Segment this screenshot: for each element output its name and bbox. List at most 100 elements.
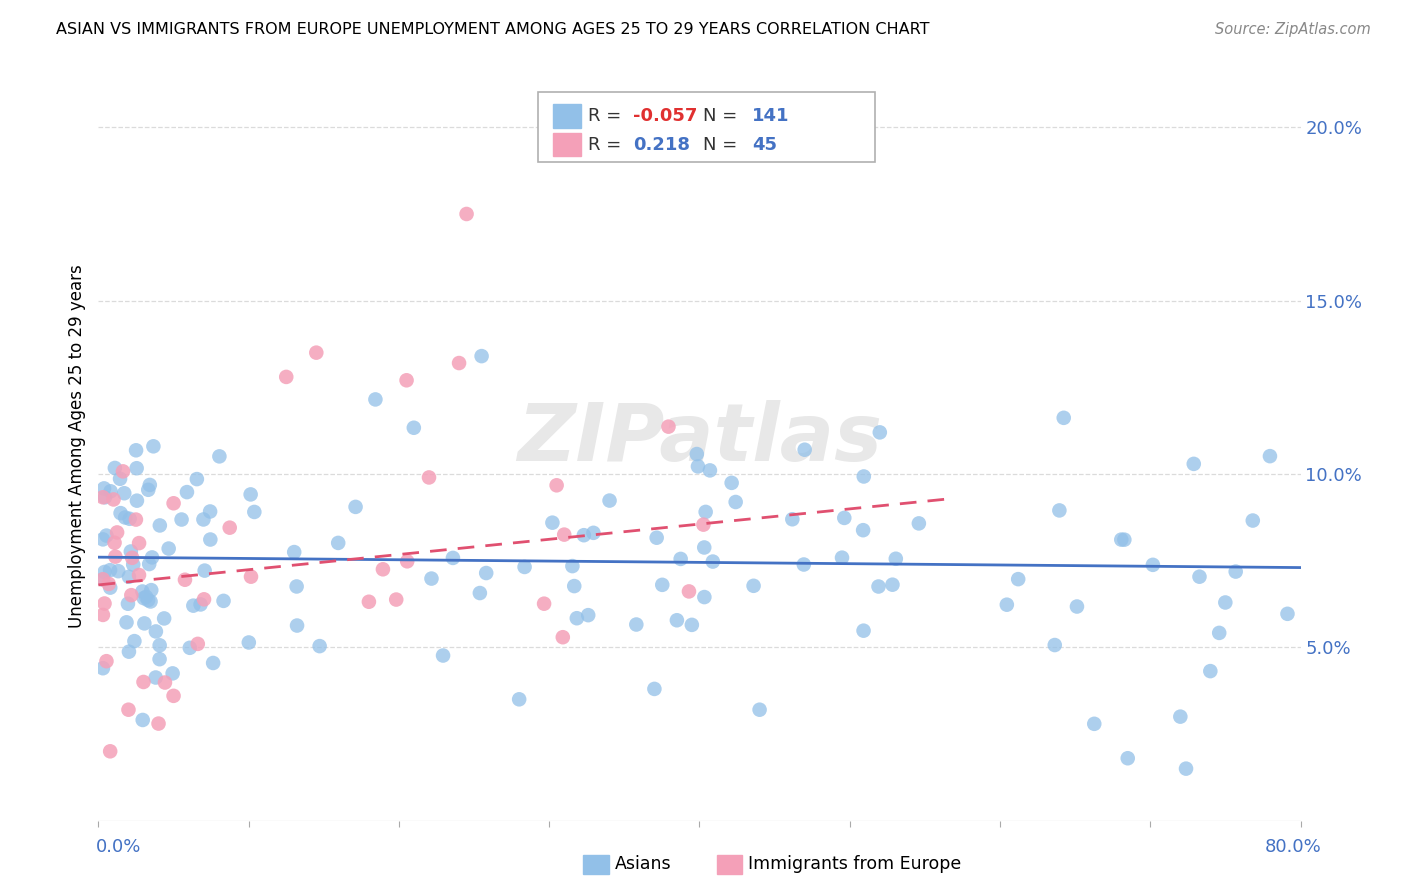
Point [174, 573, 197, 587]
Point [93, 597, 115, 611]
Point [145, 624, 167, 639]
Point [513, 560, 536, 574]
Point [149, 518, 172, 533]
Point [468, 586, 491, 600]
Point [305, 345, 328, 359]
Point [441, 550, 464, 565]
Point [1175, 762, 1198, 776]
Point [868, 580, 890, 594]
Point [145, 671, 167, 685]
Point [128, 568, 150, 582]
Point [170, 512, 193, 526]
Point [782, 512, 804, 526]
Point [643, 681, 665, 696]
Point [91, 661, 114, 675]
Point [125, 512, 148, 526]
Point [108, 472, 131, 486]
Point [471, 349, 494, 363]
Point [139, 594, 162, 608]
Point [104, 461, 127, 475]
Point [1182, 457, 1205, 471]
Point [98, 581, 121, 595]
Point [699, 463, 721, 477]
Text: N =: N = [703, 107, 742, 125]
Point [882, 577, 904, 591]
Point [91, 533, 114, 547]
Point [114, 510, 136, 524]
Point [98, 563, 121, 577]
Point [852, 469, 875, 483]
Point [190, 598, 212, 612]
Point [420, 572, 443, 586]
Point [122, 558, 145, 572]
Point [1116, 751, 1139, 765]
Point [139, 478, 162, 492]
Point [344, 500, 367, 514]
Point [793, 558, 815, 572]
Point [115, 615, 138, 630]
Point [748, 703, 770, 717]
Point [665, 613, 688, 627]
Point [456, 207, 478, 221]
Point [285, 579, 308, 593]
Point [565, 611, 588, 625]
Text: 80.0%: 80.0% [1265, 838, 1322, 856]
Point [702, 555, 724, 569]
Point [371, 562, 394, 576]
Point [1142, 558, 1164, 572]
Point [120, 544, 142, 558]
Point [285, 618, 308, 632]
Point [194, 564, 217, 578]
Point [1114, 533, 1136, 547]
Point [692, 517, 714, 532]
Point [120, 588, 142, 602]
Point [1083, 716, 1105, 731]
Text: 0.0%: 0.0% [96, 838, 141, 856]
Point [831, 550, 853, 565]
Point [149, 638, 172, 652]
Text: 141: 141 [752, 107, 790, 125]
Point [141, 550, 163, 565]
Point [396, 554, 419, 568]
Point [1258, 449, 1281, 463]
Point [240, 570, 263, 584]
Text: ASIAN VS IMMIGRANTS FROM EUROPE UNEMPLOYMENT AMONG AGES 25 TO 29 YEARS CORRELATI: ASIAN VS IMMIGRANTS FROM EUROPE UNEMPLOY… [56, 22, 929, 37]
Point [142, 439, 165, 453]
Point [533, 597, 555, 611]
Point [162, 666, 184, 681]
Point [107, 564, 129, 578]
Point [686, 447, 709, 461]
Point [157, 541, 180, 556]
Point [561, 559, 583, 574]
Point [112, 486, 135, 500]
Point [134, 616, 156, 631]
Point [162, 689, 184, 703]
Text: 0.218: 0.218 [633, 136, 690, 153]
Point [91, 572, 114, 586]
Point [218, 521, 240, 535]
Point [91, 490, 114, 504]
Point [551, 630, 574, 644]
Point [884, 551, 907, 566]
Point [1188, 570, 1211, 584]
Text: -0.057: -0.057 [633, 107, 697, 125]
Point [1043, 638, 1066, 652]
Point [572, 528, 595, 542]
Point [131, 584, 153, 599]
Point [202, 656, 225, 670]
Point [869, 425, 891, 440]
Point [657, 419, 679, 434]
Point [105, 525, 128, 540]
Point [198, 504, 221, 518]
Point [742, 579, 765, 593]
Point [136, 483, 159, 497]
Point [626, 617, 648, 632]
Point [1208, 626, 1230, 640]
Point [193, 512, 215, 526]
Point [1111, 533, 1133, 547]
Point [1007, 572, 1029, 586]
Point [1053, 410, 1076, 425]
Point [908, 516, 931, 531]
Point [283, 545, 305, 559]
Point [852, 624, 875, 638]
